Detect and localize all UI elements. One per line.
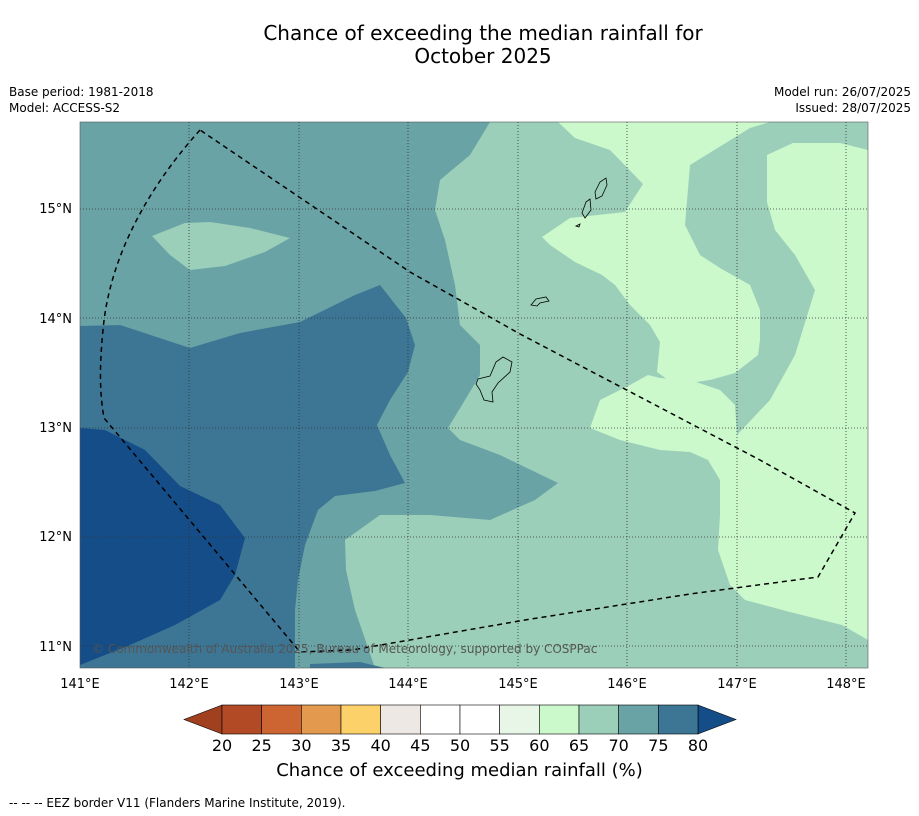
lon-label: 143°E [279, 677, 319, 692]
colorbar-tick-label: 75 [648, 736, 668, 755]
colorbar-segment [539, 704, 580, 735]
map-frame [79, 121, 869, 669]
colorbar-tick-label: 30 [291, 736, 311, 755]
eez-border [99, 129, 857, 653]
colorbar-segment [301, 704, 342, 735]
island-rota [530, 296, 550, 307]
region-75-80-south [310, 662, 385, 668]
base-period: Base period: 1981-2018 [9, 85, 154, 99]
lon-label: 146°E [607, 677, 647, 692]
lon-label: 148°E [826, 677, 866, 692]
map-panel: © Commonwealth of Australia 2025, Bureau… [80, 122, 868, 668]
colorbar-tick-label: 25 [251, 736, 271, 755]
colorbar-segment [459, 704, 500, 735]
colorbar-label: Chance of exceeding median rainfall (%) [276, 760, 643, 781]
colorbar-tick-label: 45 [410, 736, 430, 755]
colorbar-segment [499, 704, 540, 735]
islands [475, 177, 608, 403]
colorbar-segment [380, 704, 421, 735]
colorbar-tick-label: 55 [489, 736, 509, 755]
island-guam [475, 356, 513, 403]
meta-left: Base period: 1981-2018 Model: ACCESS-S2 [9, 84, 154, 116]
region-60-65-north [542, 122, 770, 385]
colorbar-segment [658, 704, 699, 735]
island-tinian [581, 198, 592, 219]
lat-label: 14°N [39, 312, 72, 327]
colorbar-segment [261, 704, 302, 735]
colorbar-segment [578, 704, 619, 735]
copyright-text: © Commonwealth of Australia 2025, Bureau… [92, 642, 597, 656]
colorbar-under-arrow [183, 704, 223, 735]
region-80-plus [80, 428, 245, 665]
issued-date: Issued: 28/07/2025 [795, 101, 911, 115]
lon-label: 145°E [498, 677, 538, 692]
lat-labels: 15°N 14°N 13°N 12°N 11°N [39, 202, 72, 655]
lon-label: 142°E [169, 677, 209, 692]
colorbar-tick-label: 60 [529, 736, 549, 755]
lon-label: 147°E [717, 677, 757, 692]
colorbar-tick-label: 65 [569, 736, 589, 755]
title-line-1: Chance of exceeding the median rainfall … [263, 21, 703, 45]
lon-label: 144°E [388, 677, 428, 692]
model-run: Model run: 26/07/2025 [773, 85, 911, 99]
colorbar-tick-label: 20 [212, 736, 232, 755]
region-65-70-nw [152, 222, 290, 270]
colorbar-tick-label: 80 [688, 736, 708, 755]
colorbar-tick-label: 40 [370, 736, 390, 755]
colorbar-segment [221, 704, 262, 735]
colorbar-tick-label: 35 [331, 736, 351, 755]
chart-title: Chance of exceeding the median rainfall … [0, 22, 919, 68]
lat-label: 13°N [39, 421, 72, 436]
island-saipan [594, 177, 608, 200]
lon-label: 141°E [60, 677, 100, 692]
graticule [80, 122, 868, 668]
colorbar-segment [618, 704, 659, 735]
lat-label: 11°N [39, 640, 72, 655]
footnote: -- -- -- EEZ border V11 (Flanders Marine… [9, 796, 346, 810]
island-aguijan [574, 223, 581, 228]
lon-labels: 141°E 142°E 143°E 144°E 145°E 146°E 147°… [60, 677, 866, 692]
colorbar-over-arrow [697, 704, 737, 735]
colorbar-tick-label: 50 [450, 736, 470, 755]
lat-label: 12°N [39, 530, 72, 545]
colorbar-segment [420, 704, 461, 735]
colorbar-segment [340, 704, 381, 735]
lat-label: 15°N [39, 202, 72, 217]
meta-right: Model run: 26/07/2025 Issued: 28/07/2025 [774, 84, 911, 116]
colorbar-tick-label: 70 [608, 736, 628, 755]
model-name: Model: ACCESS-S2 [9, 101, 121, 115]
title-line-2: October 2025 [414, 44, 552, 68]
region-60-65-east [590, 122, 868, 640]
colorbar: 20 25 30 35 40 45 50 55 60 65 70 75 80 [183, 704, 737, 755]
